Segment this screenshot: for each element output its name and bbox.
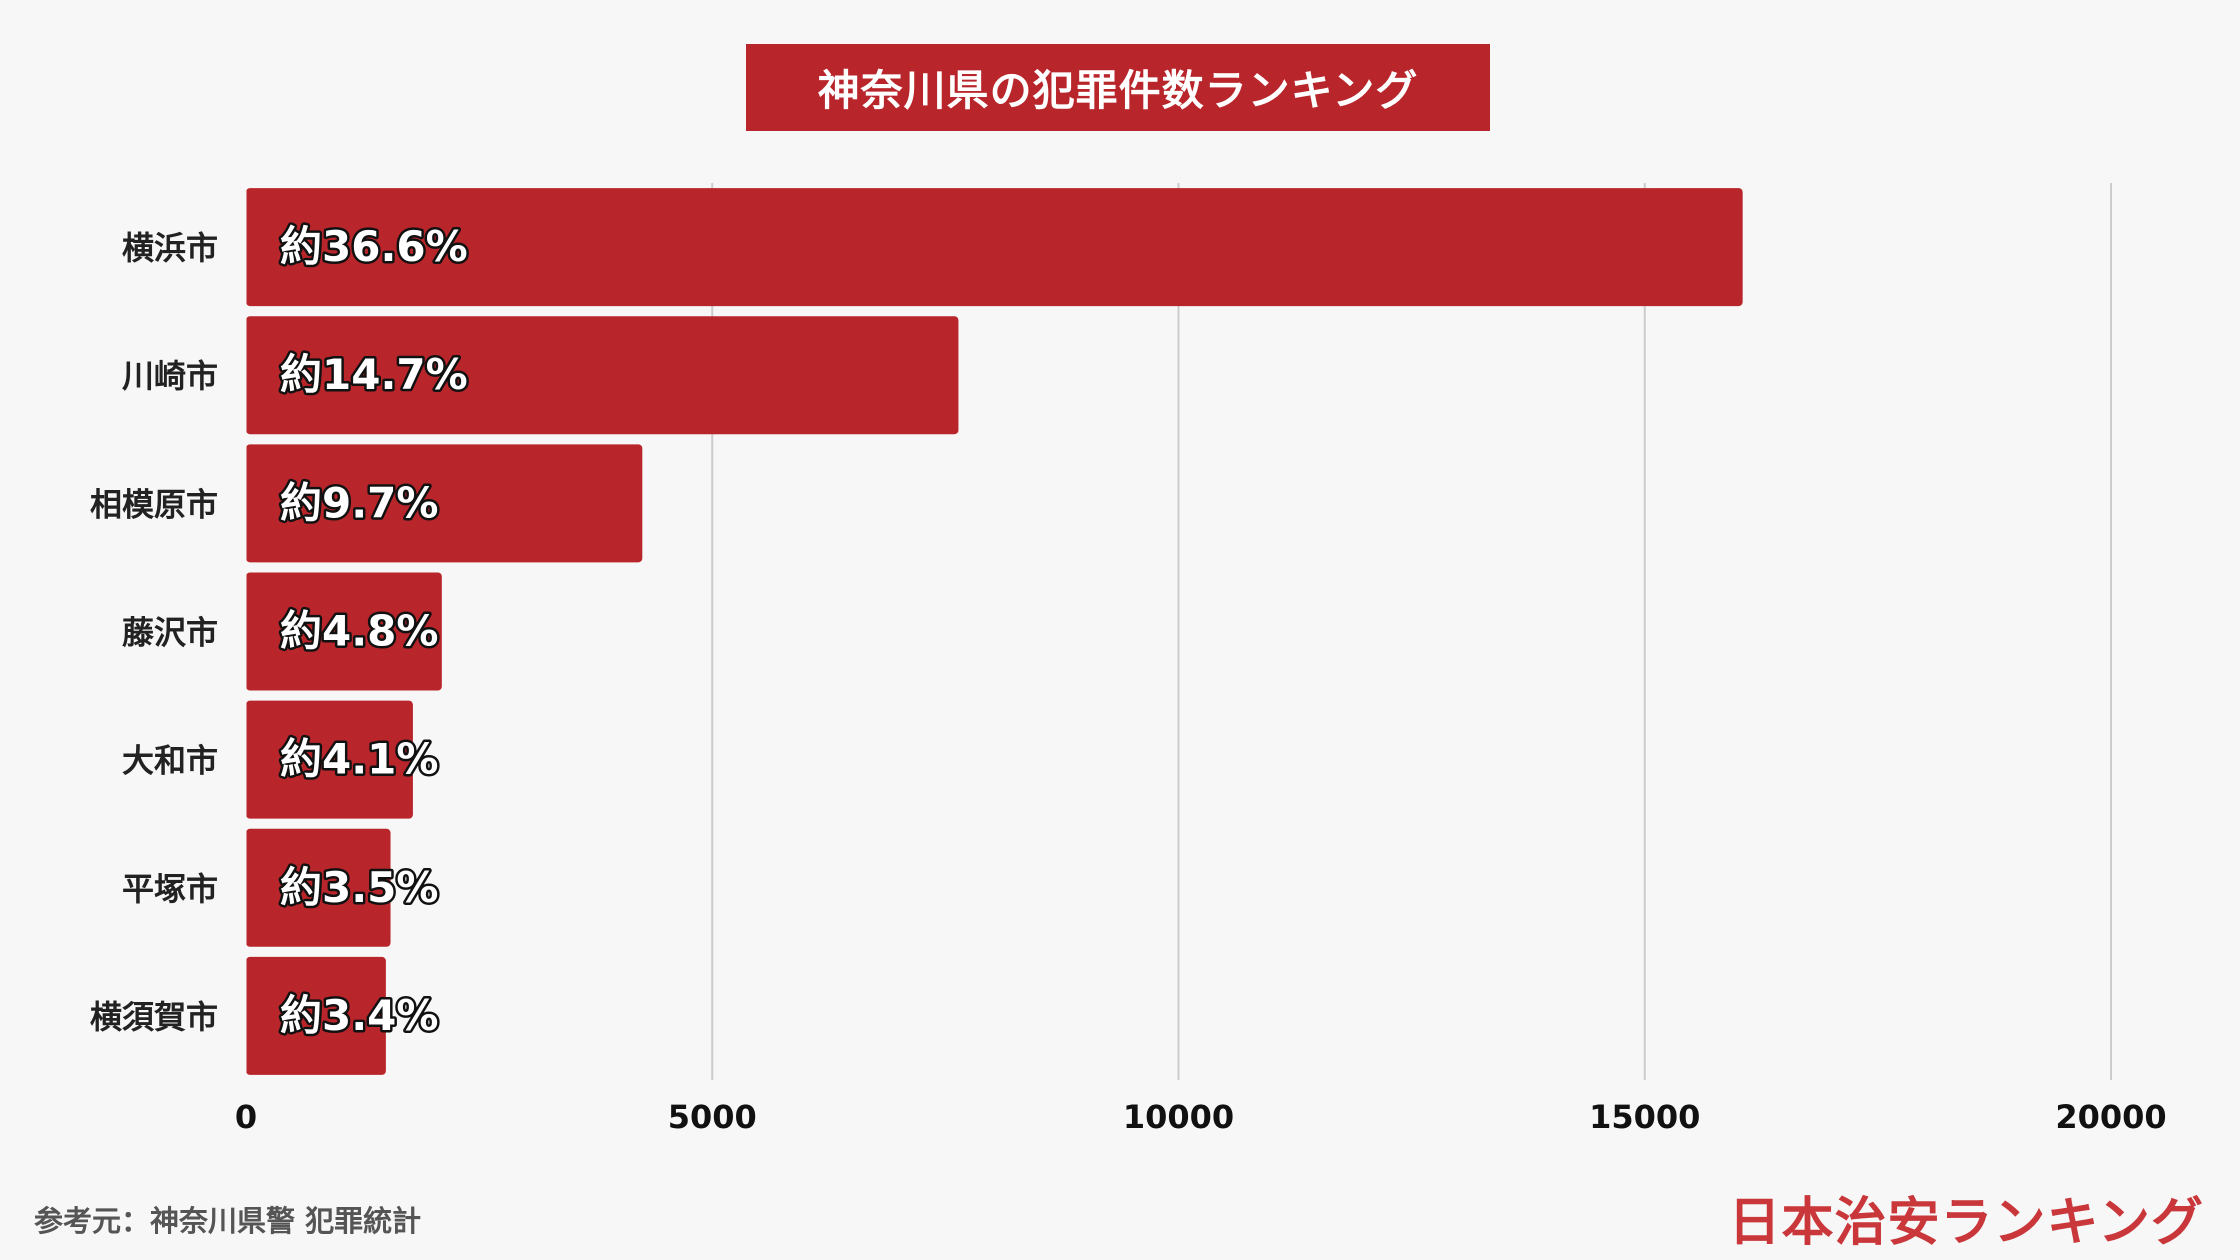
data-label: 約4.8% xyxy=(280,607,439,656)
category-label: 藤沢市 xyxy=(122,614,218,652)
x-tick-label: 10000 xyxy=(1123,1098,1234,1136)
data-label: 約14.7% xyxy=(280,350,468,399)
bar xyxy=(246,828,391,947)
data-label: 約36.6% xyxy=(280,222,468,271)
x-tick-label: 15000 xyxy=(1589,1098,1700,1136)
x-tick-label: 20000 xyxy=(2055,1098,2166,1136)
category-label: 大和市 xyxy=(122,742,218,780)
data-label: 約3.4% xyxy=(280,991,439,1040)
bar xyxy=(246,572,442,691)
category-label: 相模原市 xyxy=(90,485,218,523)
category-label: 横須賀市 xyxy=(90,998,218,1036)
data-label: 約4.1% xyxy=(280,735,439,784)
category-label: 平塚市 xyxy=(122,870,218,908)
bar xyxy=(246,444,643,563)
x-tick-label: 5000 xyxy=(668,1098,757,1136)
category-label: 川崎市 xyxy=(122,357,218,395)
chart-title: 神奈川県の犯罪件数ランキング xyxy=(817,66,1419,115)
data-label: 約3.5% xyxy=(280,863,439,912)
bar xyxy=(246,956,386,1075)
data-label: 約9.7% xyxy=(280,478,439,527)
x-tick-label: 0 xyxy=(235,1098,257,1136)
source-note: 参考元：神奈川県警 犯罪統計 xyxy=(34,1204,422,1238)
bar xyxy=(246,188,1743,307)
category-label: 横浜市 xyxy=(122,229,218,267)
chart-title-box: 神奈川県の犯罪件数ランキング xyxy=(746,44,1490,131)
bar xyxy=(246,316,959,435)
bar xyxy=(246,700,413,819)
brand-logo-text: 日本治安ランキング xyxy=(1728,1193,2204,1253)
